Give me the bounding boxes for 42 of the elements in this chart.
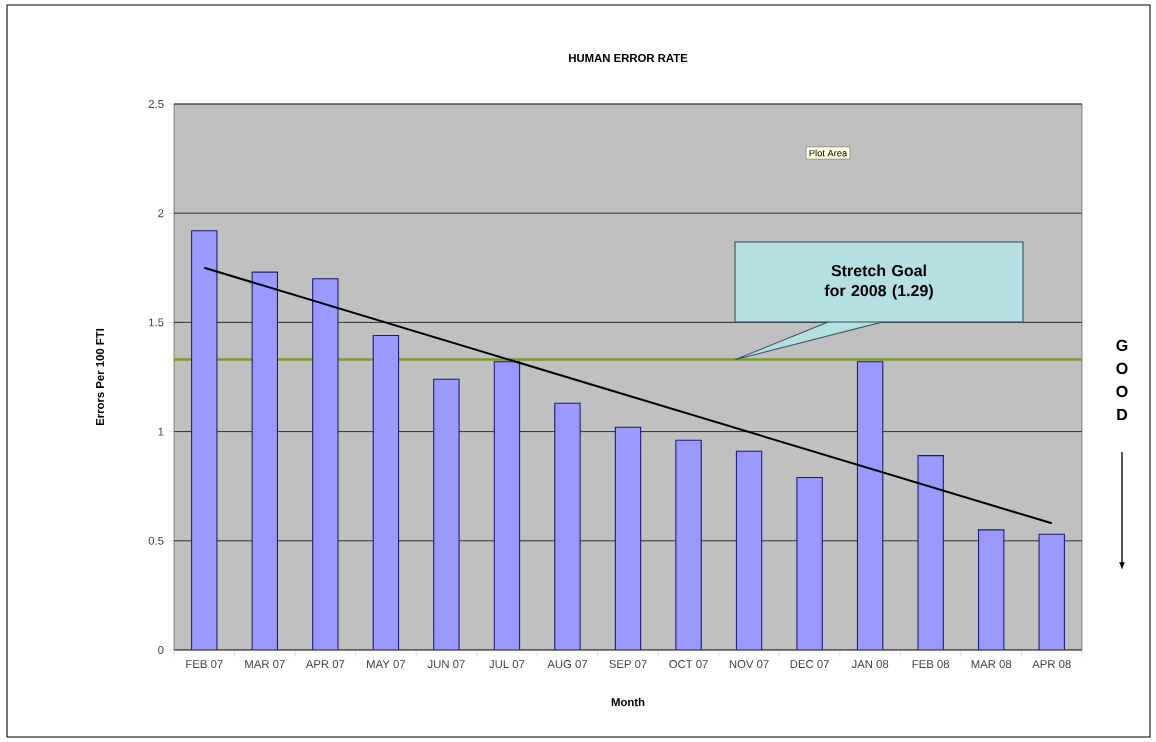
bar <box>917 455 944 650</box>
x-tick-label: FEB 08 <box>912 660 950 669</box>
x-tick-label: MAR 07 <box>245 660 285 669</box>
bar <box>735 450 763 650</box>
bar <box>675 439 702 650</box>
y-tick-label: 0.5 <box>148 536 164 545</box>
bar <box>856 361 884 650</box>
x-tick-label: SEP 07 <box>609 660 647 669</box>
x-axis-title: Month <box>611 697 645 707</box>
y-tick-label: 1.5 <box>149 318 164 327</box>
bar <box>372 334 400 650</box>
bar <box>554 402 581 650</box>
y-tick-label: 0 <box>158 645 164 654</box>
y-axis-title: Errors Per 100 FTI <box>96 328 105 426</box>
x-tick-label: AUG 07 <box>547 660 588 669</box>
bar <box>978 529 1005 650</box>
x-tick-label: MAR 08 <box>971 660 1012 669</box>
annotation: Plot Area <box>809 149 848 157</box>
x-tick-label: JAN 08 <box>851 660 889 669</box>
bar <box>493 361 521 650</box>
bar <box>251 271 279 650</box>
bar <box>614 426 642 650</box>
bar <box>1038 533 1065 650</box>
y-tick-label: 2 <box>158 209 164 218</box>
x-tick-label: JUN 07 <box>427 660 465 669</box>
bar <box>312 278 339 650</box>
bar <box>433 378 460 650</box>
ref-line-label: Stretch Goal for 2008 (1.29) <box>824 264 933 300</box>
x-tick-label: NOV 07 <box>729 660 769 669</box>
bar <box>796 476 823 650</box>
chart-title: HUMAN ERROR RATE <box>569 53 688 62</box>
x-tick-label: MAY 07 <box>367 660 406 669</box>
x-tick-label: DEC 07 <box>790 660 829 669</box>
x-tick-label: FEB 07 <box>186 660 223 669</box>
x-tick-label: APR 07 <box>305 660 345 669</box>
bar <box>191 230 218 650</box>
x-tick-label: JUL 07 <box>489 660 525 669</box>
x-tick-label: OCT 07 <box>669 660 708 669</box>
x-tick-label: APR 08 <box>1032 660 1071 669</box>
text: GOOD <box>1116 339 1128 421</box>
y-tick-label: 2.5 <box>148 99 164 108</box>
y-tick-label: 1 <box>158 427 164 436</box>
